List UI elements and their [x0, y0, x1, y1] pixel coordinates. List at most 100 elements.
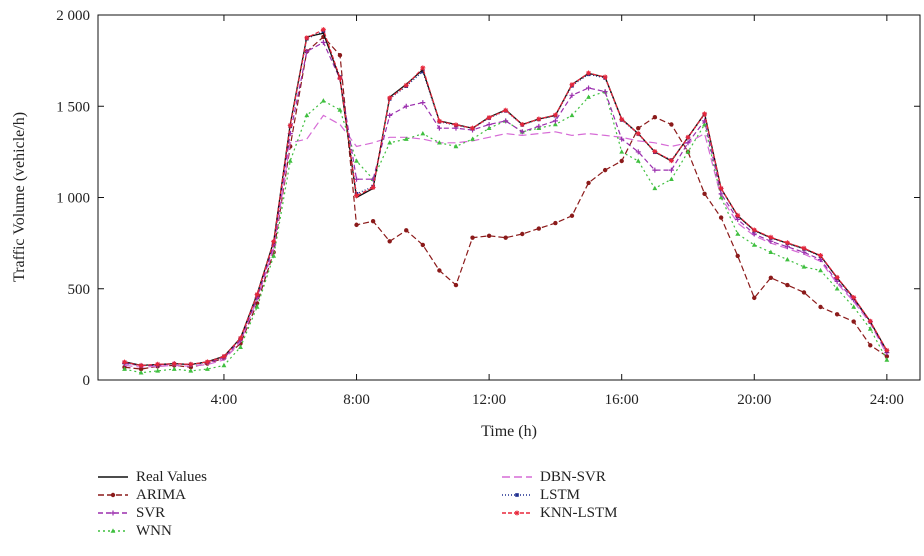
- data-point-svr: [536, 123, 542, 129]
- legend-marker: [514, 510, 520, 516]
- data-point-wnn: [304, 112, 310, 118]
- data-point-svr: [304, 49, 310, 54]
- data-point-knn-lstm: [801, 245, 807, 251]
- legend-marker: [110, 510, 116, 516]
- data-point-svr: [685, 140, 691, 146]
- y-tick-label: 500: [68, 282, 91, 298]
- data-point-wnn: [751, 242, 757, 247]
- legend-item-knn-lstm: KNN-LSTM: [500, 504, 618, 522]
- data-point-wnn: [320, 98, 326, 103]
- data-point-arima: [337, 52, 343, 58]
- data-point-svr: [436, 125, 442, 131]
- data-point-wnn: [685, 149, 691, 154]
- data-point-arima: [503, 235, 508, 240]
- data-point-knn-lstm: [751, 227, 757, 233]
- x-tick-label: 4:00: [211, 392, 238, 408]
- legend-label: KNN-LSTM: [540, 504, 618, 521]
- data-point-arima: [370, 219, 376, 224]
- data-point-knn-lstm: [519, 122, 525, 127]
- data-point-knn-lstm: [122, 359, 128, 365]
- legend-marker: [110, 492, 116, 498]
- data-point-arima: [437, 268, 442, 273]
- data-point-knn-lstm: [552, 112, 558, 118]
- data-point-arima: [669, 122, 674, 127]
- data-point-wnn: [436, 140, 442, 145]
- data-point-knn-lstm: [503, 107, 509, 113]
- legend-label: Real Values: [136, 468, 207, 485]
- data-point-wnn: [586, 94, 591, 99]
- legend-swatch: [502, 510, 532, 516]
- data-point-wnn: [702, 121, 707, 127]
- x-tick-label: 12:00: [472, 392, 506, 408]
- y-axis: 0 500 1 000 1 500 2 000: [56, 8, 920, 389]
- legend-swatch: [98, 510, 128, 516]
- series-line-real-values: [124, 32, 888, 367]
- data-point-svr: [619, 136, 625, 142]
- data-point-wnn: [867, 326, 873, 331]
- data-point-wnn: [735, 231, 741, 236]
- data-point-wnn: [884, 357, 890, 362]
- data-point-wnn: [470, 136, 475, 141]
- data-point-wnn: [287, 158, 293, 163]
- legend-item-dbn-svr: DBN-SVR: [500, 468, 606, 486]
- legend-item-wnn: WNN: [96, 522, 172, 540]
- data-point-wnn: [453, 143, 459, 149]
- line-chart: 0 500 1 000 1 500 2 000 4:00 8:00 12:00 16:00 20…: [11, 8, 921, 440]
- data-point-svr: [602, 89, 608, 95]
- series-line-lstm: [124, 30, 888, 367]
- legend-swatch: [98, 492, 128, 498]
- data-point-wnn: [403, 136, 409, 141]
- data-point-arima: [354, 222, 359, 228]
- data-point-wnn: [122, 366, 127, 371]
- legend-swatch: [98, 528, 128, 533]
- y-tick-label: 1 000: [56, 191, 90, 207]
- data-point-svr: [519, 129, 525, 135]
- series-arima: [122, 34, 890, 372]
- series-line-svr: [124, 41, 888, 366]
- data-point-arima: [818, 304, 823, 310]
- data-point-knn-lstm: [188, 361, 194, 367]
- data-point-knn-lstm: [834, 274, 840, 280]
- data-point-knn-lstm: [718, 185, 724, 191]
- data-point-svr: [387, 112, 393, 118]
- data-point-knn-lstm: [784, 240, 790, 246]
- y-tick-label: 0: [83, 373, 91, 389]
- x-tick-label: 16:00: [605, 392, 639, 408]
- data-point-arima: [536, 226, 542, 231]
- y-axis-title: Traffic Volume (vehicle/h): [11, 112, 28, 282]
- data-point-wnn: [801, 264, 807, 269]
- data-point-knn-lstm: [387, 95, 393, 101]
- data-point-knn-lstm: [536, 116, 542, 122]
- data-point-arima: [619, 158, 624, 164]
- data-point-svr: [586, 85, 592, 91]
- data-point-wnn: [271, 253, 277, 258]
- data-point-svr: [552, 118, 558, 124]
- data-point-arima: [470, 235, 475, 240]
- data-point-arima: [520, 231, 525, 237]
- data-point-knn-lstm: [155, 361, 161, 367]
- data-point-knn-lstm: [370, 184, 376, 190]
- data-point-knn-lstm: [735, 212, 741, 218]
- data-point-wnn: [718, 194, 724, 200]
- data-point-arima: [801, 290, 807, 295]
- data-point-wnn: [238, 344, 243, 349]
- data-point-svr: [718, 191, 724, 197]
- data-point-knn-lstm: [569, 82, 575, 88]
- data-point-svr: [668, 167, 674, 173]
- data-point-knn-lstm: [884, 347, 890, 353]
- data-point-arima: [602, 167, 608, 173]
- data-point-svr: [569, 92, 575, 98]
- data-point-arima: [553, 220, 558, 226]
- data-point-knn-lstm: [453, 122, 459, 128]
- plot-area-frame: [97, 14, 921, 381]
- data-point-knn-lstm: [271, 239, 277, 245]
- data-point-wnn: [337, 107, 343, 112]
- data-point-arima: [420, 242, 426, 248]
- data-point-knn-lstm: [221, 353, 227, 359]
- legend-swatch: [502, 493, 532, 497]
- data-point-wnn: [171, 366, 177, 371]
- series-line-dbn-svr: [124, 114, 888, 368]
- data-point-knn-lstm: [768, 234, 774, 240]
- data-point-wnn: [486, 125, 492, 130]
- data-point-wnn: [553, 121, 558, 127]
